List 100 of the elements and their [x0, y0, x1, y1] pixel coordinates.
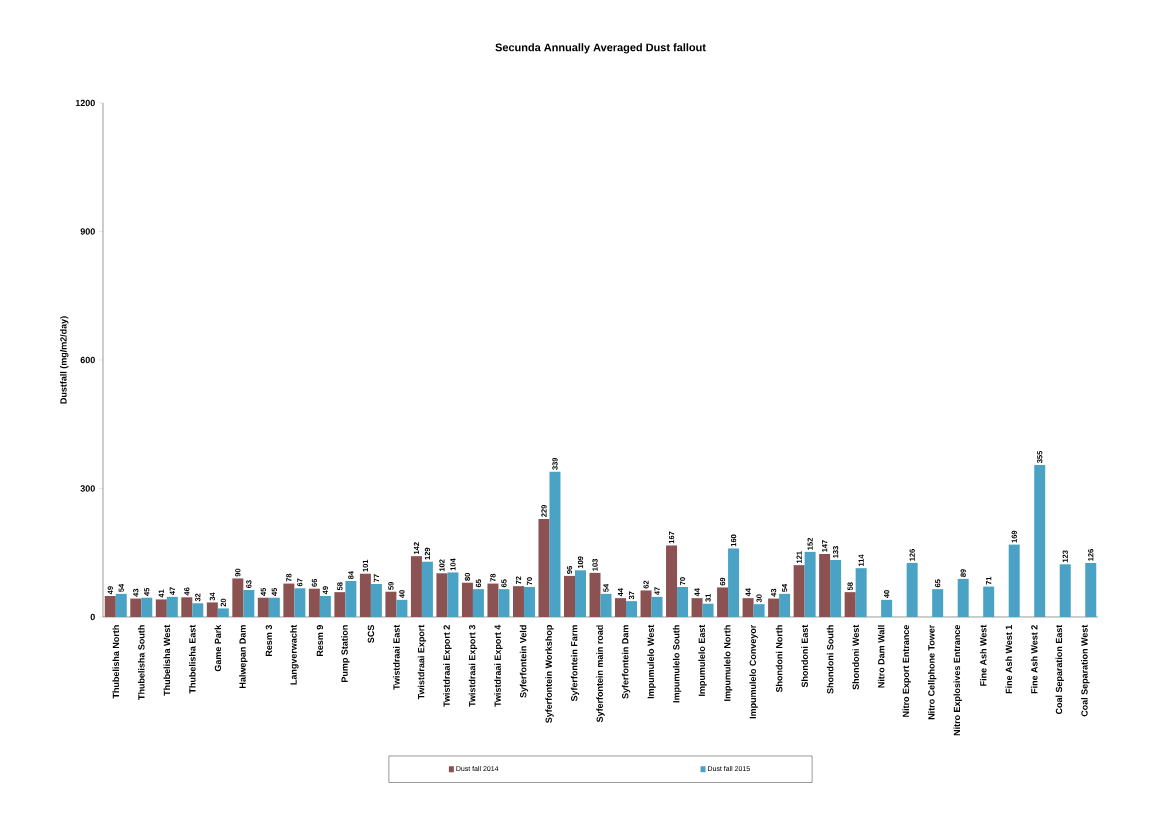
bar — [702, 603, 714, 617]
x-tick-label: Shondoni South — [826, 625, 834, 694]
x-tick-label: Twistdraai East — [393, 624, 400, 690]
bar — [666, 545, 678, 617]
x-tick-label: Nitro Export Entrance — [902, 625, 911, 717]
bar — [243, 590, 255, 617]
x-tick-label: Nitro Dam Wall — [877, 625, 885, 688]
x-tick-label: Langverwacht — [290, 624, 299, 685]
x-tick-label: SCS — [367, 625, 375, 643]
bar — [1085, 563, 1097, 617]
bar — [181, 597, 193, 617]
bar — [691, 598, 703, 617]
bar — [983, 586, 995, 617]
x-tick-label: Syferfontein Dam — [621, 625, 631, 699]
bar — [549, 471, 561, 617]
y-axis-title: Dustfall (mg/m2/day) — [60, 316, 69, 404]
bar — [487, 583, 499, 617]
bar — [538, 518, 550, 617]
x-tick-label: Fine Ash West 2 — [1030, 625, 1038, 694]
x-tick-label: Fine Ash West — [979, 624, 987, 686]
bar — [640, 590, 652, 617]
bar — [906, 563, 918, 617]
x-tick-label: Resm 3 — [265, 625, 273, 657]
x-tick-label: Nitro Explosives Entrance — [953, 625, 962, 736]
x-tick-label: Shondoni East — [801, 624, 808, 688]
y-tick-label: 600 — [80, 356, 95, 364]
bar — [830, 560, 842, 617]
bar — [793, 565, 805, 617]
bar — [1059, 564, 1071, 617]
bar — [819, 554, 831, 617]
x-tick-label: Game Park — [214, 624, 222, 672]
bar — [334, 592, 346, 617]
bar — [436, 573, 448, 617]
bar — [600, 593, 612, 617]
x-tick-label: Impumulelo East — [698, 624, 707, 696]
bar — [130, 598, 142, 617]
x-tick-label: Syferfontein Farm — [570, 625, 580, 702]
x-tick-label: Coal Separation East — [1055, 624, 1064, 715]
bar — [855, 568, 867, 617]
bar — [206, 602, 218, 617]
bar — [1034, 464, 1046, 617]
x-tick-label: Impumulelo Conveyor — [749, 624, 758, 719]
bar — [1008, 544, 1020, 617]
x-tick-label: Thubelisha West — [163, 624, 171, 696]
bar — [283, 583, 295, 617]
bar — [677, 587, 689, 617]
bar — [615, 598, 627, 617]
x-tick-label: Twistdraai Export — [417, 624, 427, 700]
x-tick-label: Impumulelo West — [647, 624, 656, 699]
x-tick-label: Thubelisha East — [189, 624, 196, 694]
bar — [768, 598, 780, 617]
bar — [626, 601, 638, 617]
x-tick-label: Impumulelo North — [723, 625, 733, 701]
x-tick-label: Twistdraai Export 2 — [443, 625, 452, 707]
bar — [728, 548, 740, 617]
x-tick-label: Impumulelo South — [672, 625, 682, 703]
bar — [498, 589, 510, 617]
x-tick-label: Twistdraai Export 4 — [494, 624, 503, 707]
bar — [717, 587, 729, 617]
bar — [512, 586, 524, 617]
bar — [844, 592, 856, 617]
bar — [115, 593, 127, 617]
bar — [319, 596, 331, 617]
y-tick-label: 900 — [80, 228, 95, 235]
bar — [410, 556, 422, 617]
bar — [472, 589, 484, 617]
bar — [370, 584, 382, 617]
bar — [753, 604, 765, 617]
bar — [575, 570, 586, 617]
x-tick-label: Thubelisha North — [112, 625, 120, 699]
x-tick-label: Coal Separation West — [1081, 624, 1090, 717]
bar — [385, 591, 397, 617]
bar — [192, 603, 204, 617]
bar — [932, 589, 944, 617]
bar — [308, 588, 320, 617]
x-tick-label: Twistdraai Export 3 — [468, 625, 478, 707]
x-tick-label: Shondoni West — [852, 624, 859, 690]
y-tick-label: 1200 — [75, 99, 95, 107]
bar — [396, 599, 408, 617]
bar — [166, 596, 178, 617]
x-tick-label: Nitro Cellphone Tower — [927, 624, 937, 720]
bar — [155, 599, 167, 617]
x-tick-label: Fine Ash West 1 — [1005, 625, 1013, 694]
x-tick-label: Shondoni North — [775, 625, 783, 693]
bar — [564, 575, 575, 617]
x-tick-label: Thubelisha South — [137, 625, 145, 700]
bar — [651, 596, 663, 617]
bar — [359, 573, 371, 617]
bar — [421, 561, 433, 617]
bar — [957, 578, 969, 617]
bar — [523, 587, 535, 617]
chart-title: Secunda Annually Averaged Dust fallout — [495, 43, 706, 54]
bar — [742, 598, 754, 617]
x-tick-label: Resm 9 — [316, 625, 324, 657]
bar — [447, 572, 459, 617]
x-tick-label: Syferfontein Workshop — [545, 625, 554, 723]
x-tick-label: Pump Station — [341, 625, 350, 682]
bar — [217, 608, 229, 617]
bar — [257, 597, 269, 617]
bar — [141, 597, 153, 617]
